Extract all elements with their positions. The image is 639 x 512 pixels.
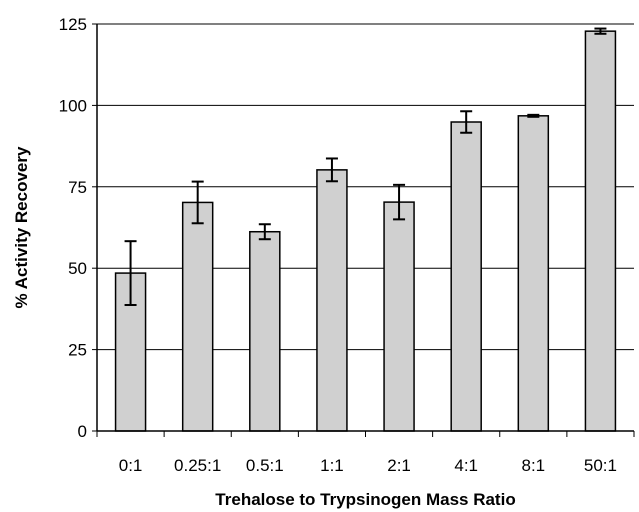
x-axis-title: Trehalose to Trypsinogen Mass Ratio [215, 490, 515, 509]
bar-2 [249, 230, 281, 432]
x-tick-label-2: 0.5:1 [246, 456, 284, 475]
y-tick-label-0: 0 [78, 422, 87, 441]
bar-4 [383, 201, 415, 432]
bar-7 [584, 30, 617, 432]
y-tick-label-75: 75 [68, 178, 87, 197]
x-tick-label-0: 0:1 [119, 456, 143, 475]
bar-5 [450, 121, 482, 432]
y-tick-label-125: 125 [59, 15, 87, 34]
axes [92, 23, 635, 437]
x-tick-label-3: 1:1 [320, 456, 344, 475]
bar-1 [181, 201, 214, 432]
x-tick-label-4: 2:1 [387, 456, 411, 475]
x-tick-label-1: 0.25:1 [174, 456, 221, 475]
grid [97, 23, 634, 351]
error-bars [124, 27, 607, 306]
y-tick-label-50: 50 [68, 259, 87, 278]
bar-6 [517, 115, 550, 432]
bar-3 [316, 169, 348, 432]
x-tick-label-7: 50:1 [584, 456, 617, 475]
y-tick-label-100: 100 [59, 96, 87, 115]
x-tick-label-6: 8:1 [521, 456, 545, 475]
y-tick-label-25: 25 [68, 341, 87, 360]
y-axis-title: % Activity Recovery [12, 146, 31, 308]
bars [114, 30, 617, 432]
tick-labels: 0 25 50 75 100 125 0:1 0.25:1 0.5:1 1:1 2:1 4:1 8:1 5… [59, 15, 617, 475]
x-tick-label-5: 4:1 [454, 456, 478, 475]
